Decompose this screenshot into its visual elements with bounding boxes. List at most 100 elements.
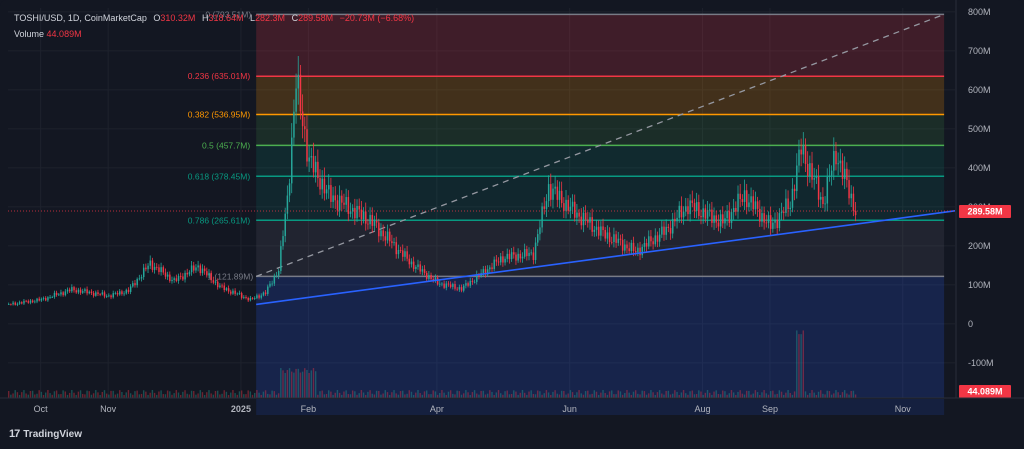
volume-bar [84,394,86,398]
volume-bar [136,390,138,398]
candle-body [23,300,25,304]
volume-bar [815,394,818,398]
volume-bar [708,392,711,398]
volume-bar [513,390,515,398]
volume-bar [539,391,541,398]
volume-bar [630,394,633,398]
volume-bar [754,390,757,398]
volume-bar [691,390,693,398]
volume-bar [262,391,265,398]
volume-bar [273,391,275,398]
volume-bar [765,393,767,398]
candle-body [591,217,593,232]
candle-body [643,243,646,247]
candle-body [82,291,84,293]
price-tick-label: -100M [968,358,994,368]
candle-body [447,283,450,285]
volume-bar [741,393,744,398]
candle-body [791,188,794,208]
ohlc-close: C289.58M [291,13,334,23]
candle-body [517,253,519,261]
ohlc-low: L282.3M [250,13,286,23]
candle-body [347,197,350,214]
volume-bar [310,370,313,398]
candle-body [658,234,661,242]
volume-bar [621,394,624,398]
candle-body [29,300,32,303]
volume-bar [354,391,356,398]
volume-bar [210,393,212,398]
volume-bar [526,394,528,398]
candle-body [280,246,282,271]
volume-bar [214,391,217,398]
candle-body [14,302,17,305]
candle-body [811,163,813,180]
time-tick-label: Nov [895,404,912,414]
candle-body [783,211,785,213]
volume-bar [439,392,441,398]
candle-body [404,251,406,257]
candle-body [40,298,43,301]
fib-diagonal-line [255,13,945,277]
volume-bar [663,394,665,398]
candle-body [841,160,844,179]
volume-bar [249,391,252,398]
candle-body [730,212,733,223]
candle-body [600,226,602,236]
candle-body [31,300,34,303]
candle-body [445,283,448,288]
candle-body [325,189,328,194]
candle-body [354,207,356,219]
volume-bar [173,393,175,398]
volume-bar [661,393,663,398]
candle-body [693,203,696,211]
volume-bar [532,394,535,398]
tradingview-branding[interactable]: 17 TradingView [9,428,82,440]
candle-body [521,256,524,259]
last-price-label: 289.58M [967,206,1002,216]
volume-bar [156,394,158,398]
candle-body [817,176,820,200]
candle-body [258,295,260,298]
volume-bar [726,394,728,398]
volume-bar [334,392,336,398]
candle-body [515,254,517,261]
candle-body [621,239,624,251]
volume-bar [284,372,286,398]
time-tick-label: Aug [694,404,710,414]
volume-bar [800,334,802,398]
candle-body [132,283,134,287]
volume-bar [121,391,123,398]
volume-bar [369,390,371,398]
volume-bar [752,393,754,398]
fib-zone [256,220,945,277]
candle-body [47,297,49,301]
candle-body [201,268,204,274]
candle-body [388,231,391,242]
candle-body [717,222,720,227]
volume-bar [365,394,367,398]
volume-bar [719,394,722,398]
candle-body [53,292,56,298]
candle-body [419,264,421,272]
volume-bar [489,390,491,398]
volume-bar [820,390,822,398]
volume-bar [127,390,130,398]
volume-bar [789,392,791,398]
candle-body [558,190,561,200]
support-trendline [256,210,956,306]
volume-bar [378,390,380,398]
candle-body [530,252,532,254]
volume-bar [826,390,828,398]
candle-body [406,251,408,259]
candle-body [576,212,578,218]
volume-bar [208,390,210,398]
candle-body [395,242,398,255]
candle-body [454,284,456,289]
volume-bar [835,390,837,398]
candle-body [617,238,620,243]
price-tick-label: 400M [968,163,991,173]
candle-body [719,214,722,227]
candle-body [373,220,376,226]
